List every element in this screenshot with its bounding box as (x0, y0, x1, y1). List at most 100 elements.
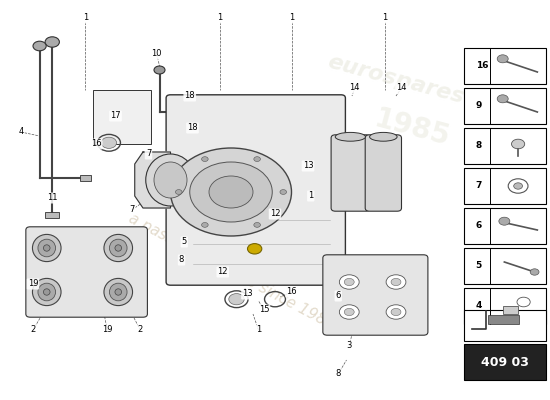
FancyBboxPatch shape (464, 88, 546, 124)
Text: 5: 5 (182, 238, 187, 246)
Text: 1: 1 (382, 14, 388, 22)
Bar (80, 175, 91, 181)
FancyBboxPatch shape (323, 255, 428, 335)
Ellipse shape (43, 289, 50, 295)
Ellipse shape (115, 289, 122, 295)
Text: a passion for parts since 1985: a passion for parts since 1985 (125, 211, 337, 333)
Ellipse shape (38, 239, 56, 257)
Circle shape (154, 66, 165, 74)
Text: 19: 19 (28, 280, 38, 288)
Ellipse shape (32, 234, 61, 262)
Bar (45, 212, 59, 218)
FancyBboxPatch shape (503, 306, 518, 314)
FancyBboxPatch shape (94, 90, 151, 144)
Text: 6: 6 (336, 292, 341, 300)
Text: 1: 1 (308, 192, 314, 200)
Text: 18: 18 (184, 92, 195, 100)
Circle shape (254, 222, 261, 227)
Text: 12: 12 (270, 210, 280, 218)
FancyBboxPatch shape (365, 135, 402, 211)
Ellipse shape (336, 132, 366, 141)
Text: 4: 4 (18, 128, 24, 136)
Bar (488, 315, 519, 324)
Circle shape (280, 190, 287, 194)
Text: 16: 16 (286, 288, 297, 296)
Ellipse shape (370, 132, 397, 141)
Text: 14: 14 (396, 84, 407, 92)
Circle shape (33, 41, 46, 51)
Circle shape (201, 157, 208, 162)
Ellipse shape (104, 278, 133, 306)
Text: 1: 1 (256, 326, 261, 334)
Text: 16: 16 (91, 140, 102, 148)
Text: 1: 1 (217, 14, 223, 22)
Text: 2: 2 (138, 326, 143, 334)
Text: 7: 7 (146, 150, 151, 158)
Text: 5: 5 (476, 262, 482, 270)
Circle shape (530, 269, 539, 275)
Text: 10: 10 (151, 50, 162, 58)
Text: 11: 11 (47, 194, 58, 202)
Text: 1: 1 (82, 14, 88, 22)
FancyBboxPatch shape (26, 227, 147, 317)
Text: 7: 7 (129, 206, 135, 214)
Text: 7: 7 (476, 182, 482, 190)
Circle shape (497, 95, 508, 103)
Text: 6: 6 (476, 222, 482, 230)
Ellipse shape (229, 294, 244, 305)
Text: 8: 8 (179, 256, 184, 264)
FancyBboxPatch shape (464, 288, 546, 324)
FancyBboxPatch shape (464, 248, 546, 284)
Ellipse shape (104, 234, 133, 262)
Text: 12: 12 (217, 268, 228, 276)
Text: 3: 3 (346, 342, 352, 350)
Circle shape (201, 222, 208, 227)
Circle shape (175, 190, 182, 194)
Text: 13: 13 (302, 162, 313, 170)
Circle shape (391, 278, 401, 286)
Circle shape (499, 217, 510, 225)
Circle shape (254, 157, 261, 162)
Circle shape (339, 275, 359, 289)
Circle shape (344, 278, 354, 286)
Circle shape (339, 305, 359, 319)
Circle shape (344, 308, 354, 316)
Text: 9: 9 (476, 102, 482, 110)
Polygon shape (135, 152, 170, 208)
Ellipse shape (32, 278, 61, 306)
Circle shape (209, 176, 253, 208)
Circle shape (386, 305, 406, 319)
FancyBboxPatch shape (464, 168, 546, 204)
Circle shape (514, 183, 522, 189)
FancyBboxPatch shape (464, 208, 546, 244)
FancyBboxPatch shape (464, 310, 546, 341)
Circle shape (497, 55, 508, 63)
Text: 15: 15 (258, 306, 270, 314)
Text: 19: 19 (102, 326, 113, 334)
Ellipse shape (43, 245, 50, 251)
Circle shape (190, 162, 272, 222)
Ellipse shape (109, 239, 127, 257)
Text: 14: 14 (349, 84, 360, 92)
FancyBboxPatch shape (464, 48, 546, 84)
Text: 8: 8 (476, 142, 482, 150)
Text: 1985: 1985 (371, 104, 454, 152)
Circle shape (512, 139, 525, 149)
Ellipse shape (115, 245, 122, 251)
Text: eurospares: eurospares (326, 52, 466, 108)
FancyBboxPatch shape (331, 135, 370, 211)
Text: 16: 16 (476, 62, 488, 70)
Text: 4: 4 (476, 302, 482, 310)
Text: 2: 2 (30, 326, 36, 334)
Text: 8: 8 (336, 370, 341, 378)
Circle shape (386, 275, 406, 289)
Circle shape (45, 37, 59, 47)
Ellipse shape (101, 137, 117, 148)
Text: 409 03: 409 03 (481, 356, 529, 368)
Circle shape (391, 308, 401, 316)
FancyBboxPatch shape (464, 128, 546, 164)
Text: 18: 18 (187, 124, 198, 132)
Text: 1: 1 (289, 14, 294, 22)
FancyBboxPatch shape (464, 344, 546, 380)
Ellipse shape (38, 283, 56, 301)
